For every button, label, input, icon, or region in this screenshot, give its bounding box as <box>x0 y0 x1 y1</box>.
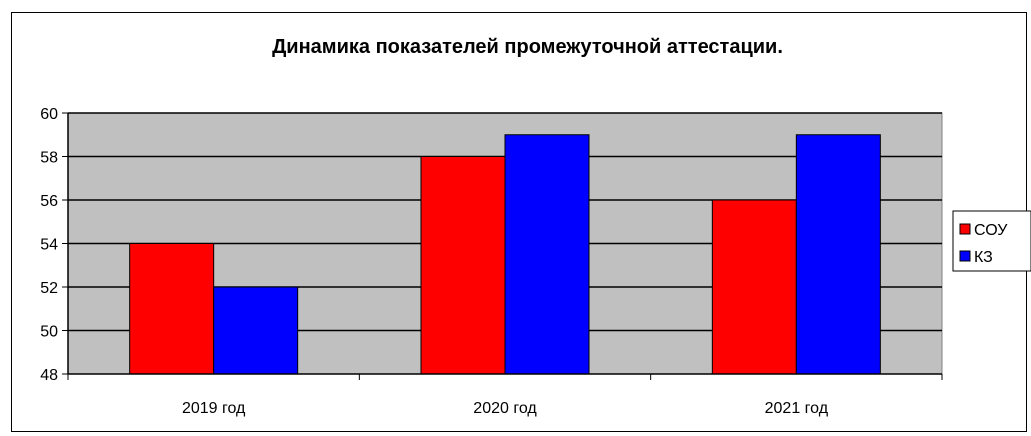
legend: СОУ КЗ <box>952 210 1031 272</box>
bar-СОУ-2019 год <box>129 243 215 375</box>
axes <box>62 112 943 380</box>
x-tick-label: 2020 год <box>473 400 537 417</box>
x-tick-label: 2021 год <box>765 400 829 417</box>
y-tick-label: 52 <box>40 280 58 297</box>
y-tick-label: 60 <box>40 106 58 123</box>
legend-label-СОУ: СОУ <box>974 222 1008 239</box>
y-tick-label: 48 <box>40 367 58 384</box>
legend-label-КЗ: КЗ <box>974 249 993 266</box>
bar-КЗ-2019 год <box>213 286 299 375</box>
y-tick-labels: 48 50 52 54 56 58 60 <box>40 106 58 384</box>
legend-swatch-КЗ <box>959 250 971 262</box>
bar-КЗ-2020 год <box>504 134 590 375</box>
chart-title: Динамика показателей промежуточной аттес… <box>272 36 783 58</box>
bar-СОУ-2021 год <box>711 199 797 375</box>
bars <box>129 134 881 375</box>
legend-swatch-СОУ <box>959 223 971 235</box>
x-tick-labels: 2019 год 2020 год 2021 год <box>182 400 829 417</box>
bar-КЗ-2021 год <box>795 134 881 375</box>
y-tick-label: 54 <box>40 237 58 254</box>
y-tick-label: 58 <box>40 150 58 167</box>
bar-СОУ-2020 год <box>420 156 506 375</box>
y-tick-label: 50 <box>40 324 58 341</box>
y-tick-label: 56 <box>40 193 58 210</box>
x-tick-label: 2019 год <box>182 400 246 417</box>
